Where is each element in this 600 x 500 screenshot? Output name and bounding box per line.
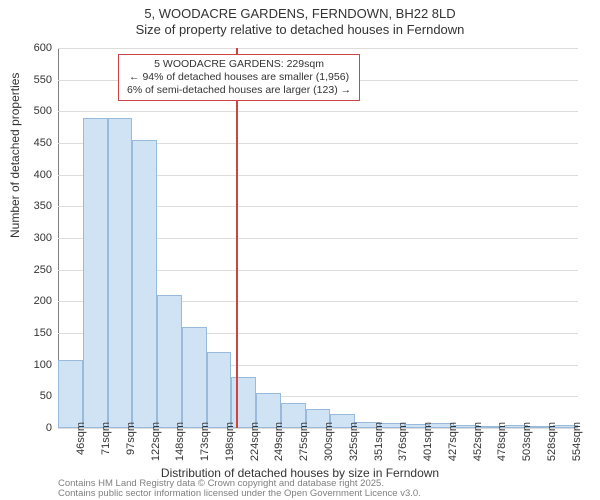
x-tick-label: 452sqm <box>472 422 484 461</box>
x-tick-label: 528sqm <box>546 422 558 461</box>
marker-line <box>236 48 238 428</box>
title-block: 5, WOODACRE GARDENS, FERNDOWN, BH22 8LD … <box>0 0 600 39</box>
histogram-bar <box>83 118 108 428</box>
x-tick-label: 300sqm <box>323 422 335 461</box>
x-tick-label: 173sqm <box>199 422 211 461</box>
x-tick-label: 376sqm <box>397 422 409 461</box>
y-axis-title: Number of detached properties <box>8 73 22 238</box>
x-tick-label: 275sqm <box>298 422 310 461</box>
y-tick-label: 50 <box>12 390 52 402</box>
histogram-bar <box>207 352 232 428</box>
x-tick-label: 351sqm <box>373 422 385 461</box>
annotation-line: 6% of semi-detached houses are larger (1… <box>127 84 351 97</box>
x-tick-label: 503sqm <box>521 422 533 461</box>
y-tick-label: 400 <box>12 169 52 181</box>
annotation-line: ← 94% of detached houses are smaller (1,… <box>127 71 351 84</box>
histogram-bar <box>58 360 83 428</box>
x-tick-label: 478sqm <box>496 422 508 461</box>
histogram-bar <box>157 295 182 428</box>
x-tick-label: 325sqm <box>348 422 360 461</box>
x-tick-label: 97sqm <box>125 422 137 455</box>
y-tick-label: 300 <box>12 232 52 244</box>
x-tick-label: 249sqm <box>273 422 285 461</box>
x-tick-label: 46sqm <box>75 422 87 455</box>
title-line-1: 5, WOODACRE GARDENS, FERNDOWN, BH22 8LD <box>0 6 600 22</box>
y-tick-label: 600 <box>12 42 52 54</box>
title-line-2: Size of property relative to detached ho… <box>0 22 600 38</box>
histogram-bar <box>182 327 207 428</box>
chart-plot-area: 05010015020025030035040045050055060046sq… <box>58 48 578 428</box>
footer-line-2: Contains public sector information licen… <box>58 489 421 499</box>
x-tick-label: 554sqm <box>571 422 583 461</box>
histogram-bar <box>132 140 157 428</box>
y-tick-label: 500 <box>12 105 52 117</box>
x-tick-label: 148sqm <box>174 422 186 461</box>
histogram-bar <box>108 118 133 428</box>
y-tick-label: 550 <box>12 74 52 86</box>
annotation-box: 5 WOODACRE GARDENS: 229sqm← 94% of detac… <box>118 54 360 101</box>
y-tick-label: 200 <box>12 295 52 307</box>
y-tick-label: 250 <box>12 264 52 276</box>
y-tick-label: 150 <box>12 327 52 339</box>
histogram-bar <box>231 377 256 428</box>
grid-line <box>58 111 578 112</box>
x-tick-label: 122sqm <box>150 422 162 461</box>
annotation-line: 5 WOODACRE GARDENS: 229sqm <box>127 58 351 71</box>
y-tick-label: 350 <box>12 200 52 212</box>
x-tick-label: 198sqm <box>224 422 236 461</box>
x-tick-label: 224sqm <box>249 422 261 461</box>
y-tick-label: 450 <box>12 137 52 149</box>
y-tick-label: 100 <box>12 359 52 371</box>
grid-line <box>58 48 578 49</box>
x-tick-label: 401sqm <box>422 422 434 461</box>
x-tick-label: 71sqm <box>100 422 112 455</box>
x-tick-label: 427sqm <box>447 422 459 461</box>
figure-root: 5, WOODACRE GARDENS, FERNDOWN, BH22 8LD … <box>0 0 600 500</box>
footer-attribution: Contains HM Land Registry data © Crown c… <box>58 479 421 500</box>
y-tick-label: 0 <box>12 422 52 434</box>
